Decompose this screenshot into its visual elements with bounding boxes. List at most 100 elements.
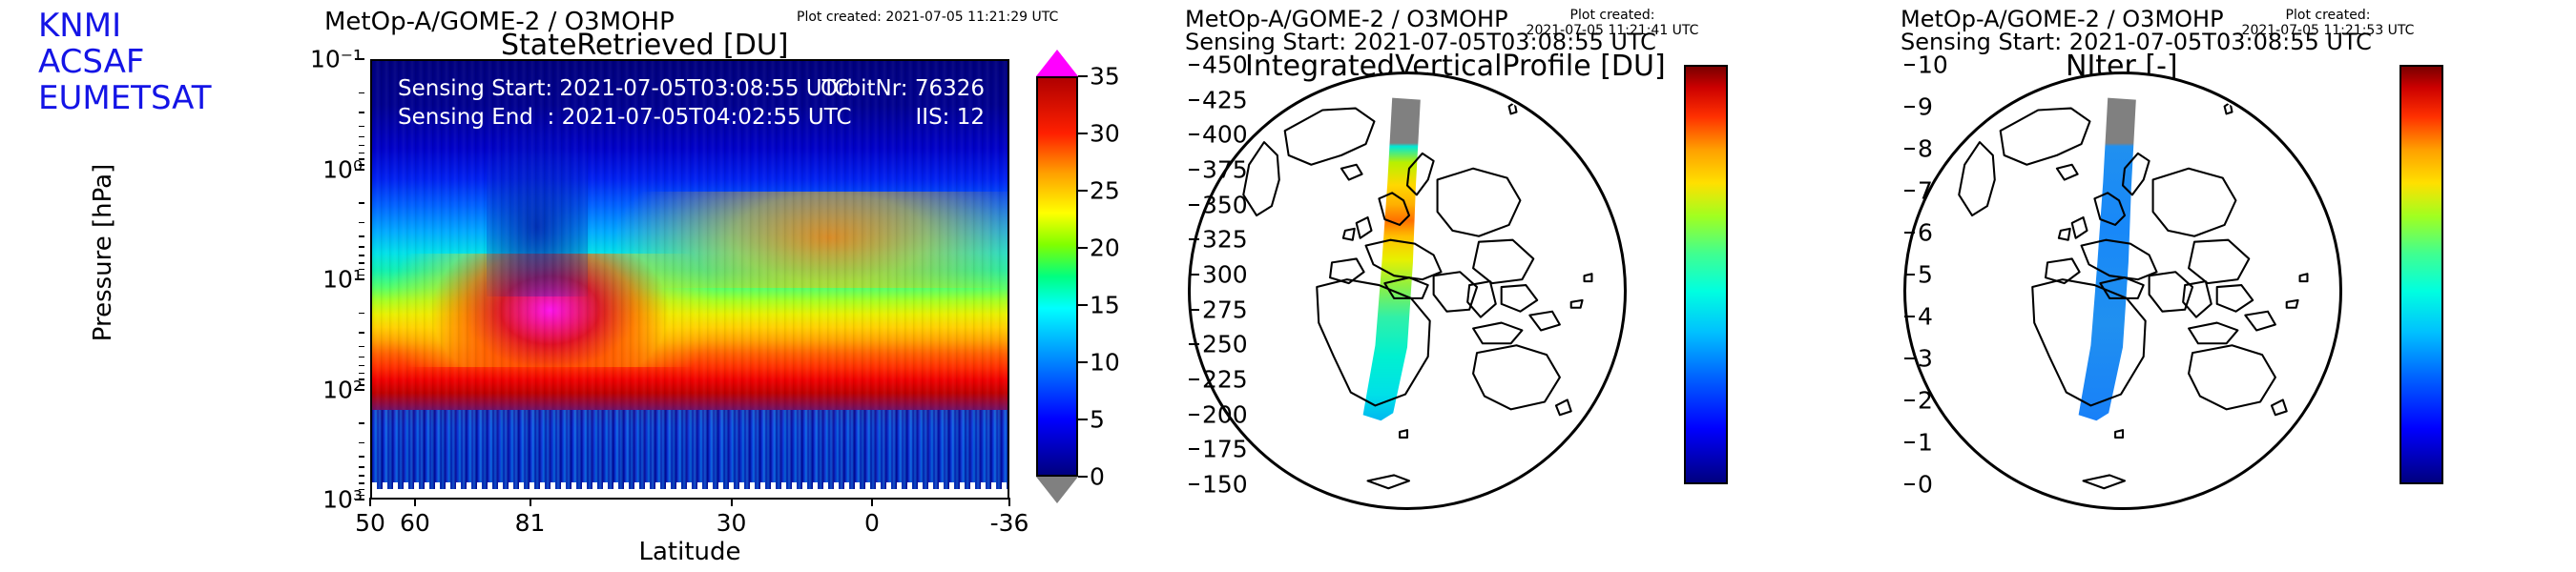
- panel3-globe: [1903, 72, 2342, 510]
- panel1-y-tickmark: [355, 278, 364, 280]
- colorbar-tick: 275: [1202, 296, 1248, 324]
- branding-line-acsaf: ACSAF: [38, 43, 145, 81]
- colorbar-tickmark: [1189, 343, 1199, 346]
- panel1-x-tickmark: [870, 498, 873, 506]
- colorbar-tickmark: [1904, 106, 1915, 108]
- panel1-y-minor-tickmark: [359, 482, 364, 484]
- panel1-colorbar-tickmark: [1078, 247, 1088, 249]
- panel1-y-minor-tickmark: [359, 345, 364, 348]
- branding-block: KNMI ACSAF EUMETSAT: [38, 8, 212, 116]
- panel1-y-minor-tickmark: [359, 158, 364, 160]
- panel1-y-minor-tickmark: [359, 384, 364, 386]
- panel1-y-minor-tickmark: [359, 364, 364, 367]
- panel1-y-tick: 10⁻¹: [309, 45, 363, 73]
- panel-state-retrieved: MetOp-A/GOME-2 / O3MOHP StateRetrieved […: [0, 0, 1145, 572]
- panel1-y-minor-tickmark: [359, 255, 364, 256]
- panel1-y-tick: 10⁰: [322, 155, 363, 183]
- panel1-colorbar-tick: 20: [1090, 234, 1120, 262]
- colorbar-tickmark: [1189, 133, 1199, 136]
- panel1-colorbar-tickmark: [1078, 419, 1088, 420]
- colorbar-tick: 325: [1202, 225, 1248, 254]
- colorbar-tick: 150: [1202, 470, 1248, 499]
- panel-integrated-vertical-profile: MetOp-A/GOME-2 / O3MOHP Sensing Start: 2…: [1145, 0, 1860, 572]
- panel-niter: MetOp-A/GOME-2 / O3MOHP Sensing Start: 2…: [1860, 0, 2576, 572]
- colorbar-tick: 1: [1918, 428, 1933, 457]
- panel1-sensing-times: Sensing Start: 2021-07-05T03:08:55 UTC S…: [398, 76, 852, 130]
- panel1-y-minor-tickmark: [359, 125, 364, 128]
- panel1-y-minor-tickmark: [359, 475, 364, 477]
- panel1-y-minor-tickmark: [359, 494, 364, 497]
- panel1-colorbar-ticks: 35 30 25 20 15 10 5 0: [1078, 63, 1154, 491]
- colorbar-tick: 225: [1202, 365, 1248, 394]
- panel1-y-minor-tickmark: [359, 268, 364, 271]
- panel1-colorbar-tick: 5: [1090, 405, 1105, 434]
- panel1-title: StateRetrieved [DU]: [501, 29, 789, 62]
- curtain-low-region: [486, 122, 589, 297]
- panel1-colorbar-over-arrow: [1036, 50, 1078, 76]
- colorbar-tick: 7: [1918, 176, 1933, 205]
- panel3-plot-created: Plot created: 2021-07-05 11:21:53 UTC: [2228, 8, 2428, 38]
- panel1-y-minor-tickmark: [359, 112, 364, 113]
- colorbar-tick: 350: [1202, 191, 1248, 219]
- panel1-colorbar-tick: 15: [1090, 291, 1120, 319]
- colorbar-tick: 8: [1918, 134, 1933, 163]
- panel1-y-minor-tickmark: [359, 422, 364, 424]
- colorbar-tickmark: [1904, 148, 1915, 150]
- colorbar-tickmark: [1904, 316, 1915, 317]
- colorbar-tick: 450: [1202, 51, 1248, 79]
- colorbar-tickmark: [1904, 358, 1915, 359]
- panel1-y-tickmark: [355, 58, 364, 60]
- colorbar-tickmark: [1189, 448, 1199, 451]
- panel1-y-minor-tickmark: [359, 164, 364, 166]
- branding-line-eumetsat: EUMETSAT: [38, 79, 212, 117]
- panel1-plot-area: Sensing Start: 2021-07-05T03:08:55 UTC S…: [370, 59, 1009, 500]
- panel1-y-tickmark: [355, 388, 364, 391]
- colorbar-tick: 2: [1918, 386, 1933, 415]
- panel1-x-tickmark: [1008, 498, 1010, 506]
- panel1-x-axis-label: Latitude: [638, 538, 741, 566]
- panel1-y-minor-tickmark: [359, 262, 364, 264]
- panel2-coastlines: [1242, 97, 1593, 490]
- panel1-y-minor-tickmark: [359, 202, 364, 204]
- panel2-plot-created-value: 2021-07-05 11:21:41 UTC: [1526, 23, 1699, 38]
- curtain-heatmap: [372, 61, 1008, 498]
- panel1-plot-created: Plot created: 2021-07-05 11:21:29 UTC: [797, 10, 1058, 25]
- colorbar-tickmark: [1904, 232, 1915, 234]
- colorbar-tickmark: [1189, 169, 1199, 171]
- colorbar-tick: 425: [1202, 86, 1248, 114]
- colorbar-tickmark: [1189, 64, 1199, 66]
- colorbar-tickmark: [1904, 399, 1915, 401]
- panel1-y-tick: 10²: [322, 376, 363, 403]
- colorbar-tick: 6: [1918, 218, 1933, 247]
- panel1-y-minor-tickmark: [359, 152, 364, 154]
- panel1-x-tickmark: [730, 498, 733, 506]
- panel1-y-minor-tickmark: [359, 456, 364, 458]
- panel1-y-tick: 10¹: [322, 265, 363, 294]
- panel1-colorbar-tick: 10: [1090, 348, 1120, 377]
- colorbar-tickmark: [1189, 98, 1199, 101]
- colorbar-tick: 10: [1918, 51, 1948, 79]
- colorbar-tickmark: [1189, 203, 1199, 206]
- colorbar-tickmark: [1189, 378, 1199, 380]
- colorbar-tick: 9: [1918, 92, 1933, 121]
- panel1-colorbar: [1036, 76, 1078, 477]
- colorbar-tick: 175: [1202, 435, 1248, 463]
- panel1-y-minor-tickmark: [359, 235, 364, 237]
- panel1-y-axis-label: Pressure [hPa]: [89, 163, 117, 342]
- panel3-coastlines: [1958, 97, 2309, 490]
- colorbar-tickmark: [1189, 238, 1199, 241]
- panel1-colorbar-tick: 30: [1090, 119, 1120, 148]
- colorbar-tick: 5: [1918, 260, 1933, 289]
- panel1-colorbar-tickmark: [1078, 476, 1088, 478]
- colorbar-tickmark: [1189, 483, 1199, 485]
- panel1-y-minor-tickmark: [359, 135, 364, 138]
- panel1-colorbar-tickmark: [1078, 75, 1088, 77]
- panel1-y-axis: 10⁻¹ 10⁰ 10¹ 10² 10³: [256, 46, 364, 514]
- panel1-x-tickmark: [369, 498, 371, 506]
- panel1-y-minor-tickmark: [359, 221, 364, 224]
- colorbar-tickmark: [1904, 441, 1915, 443]
- panel1-orbit-info: OrbitNr: 76326 IIS: 12: [820, 76, 985, 130]
- panel2-globe: [1188, 72, 1627, 510]
- panel1-y-minor-tickmark: [359, 441, 364, 444]
